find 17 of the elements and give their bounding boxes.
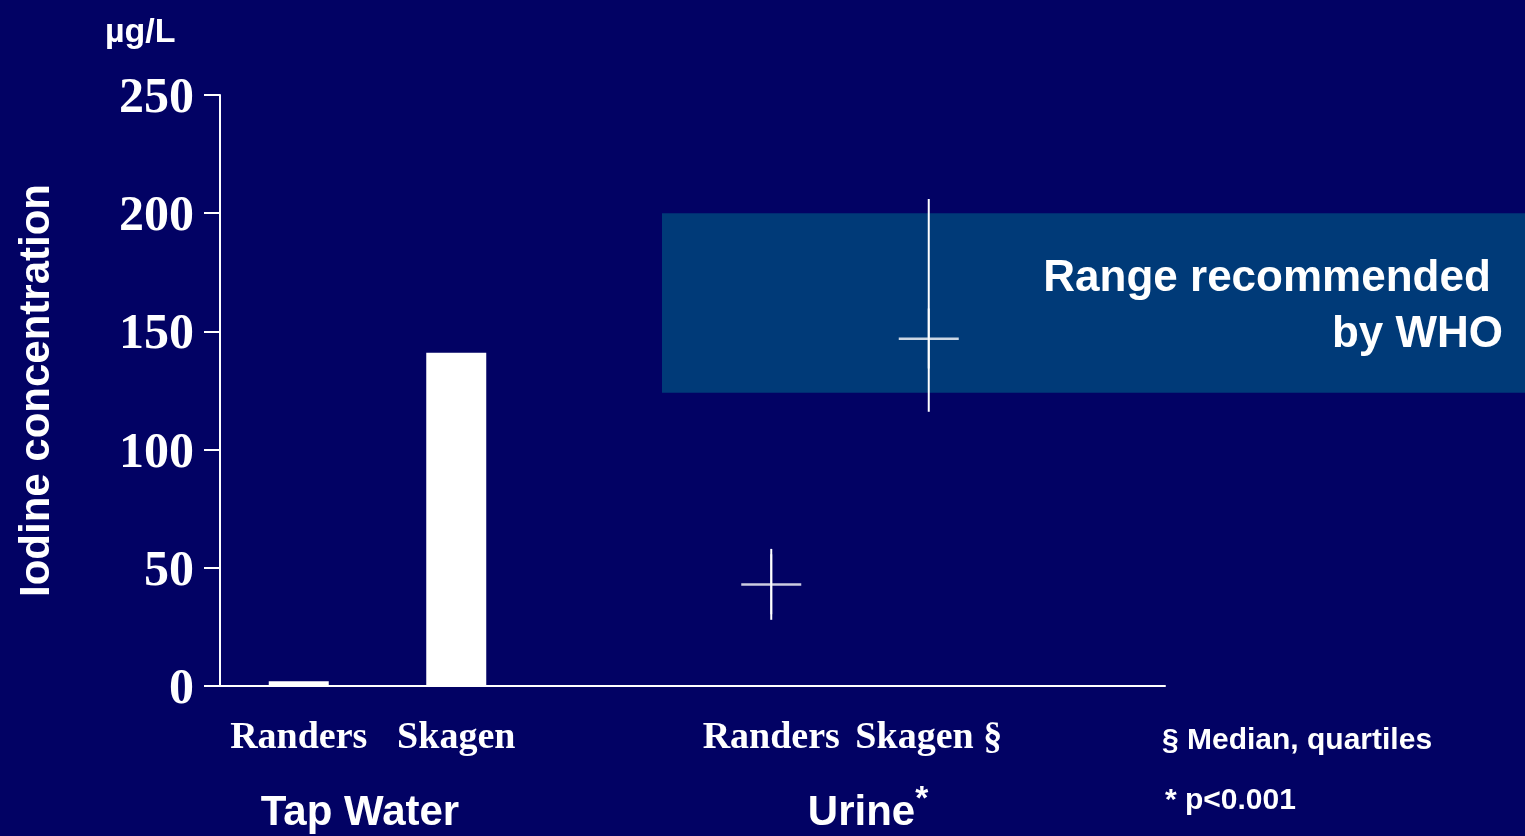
text: Tap Water xyxy=(260,786,460,834)
y-tick-label: 50 xyxy=(144,539,194,596)
text: µg/L xyxy=(105,11,176,49)
y-tick-label: 0 xyxy=(169,658,194,714)
band-label: Range recommended by WHO xyxy=(1043,250,1503,356)
text: * p<0.001 xyxy=(1165,781,1296,815)
x-tick-label: Skagen § xyxy=(855,714,1003,756)
x-tick-label: Randers xyxy=(230,714,368,756)
y-axis-title: Iodine concentration xyxy=(10,183,58,598)
text: Urine* xyxy=(807,778,930,834)
y-tick-label: 250 xyxy=(119,67,194,123)
y-tick-label: 200 xyxy=(119,185,194,242)
y-tick-label: 150 xyxy=(119,303,194,360)
y-tick-label: 100 xyxy=(119,421,194,478)
text: § Median, quartiles xyxy=(1162,721,1433,755)
x-tick-label: Randers xyxy=(702,714,840,756)
x-tick-label: Skagen xyxy=(397,714,516,756)
